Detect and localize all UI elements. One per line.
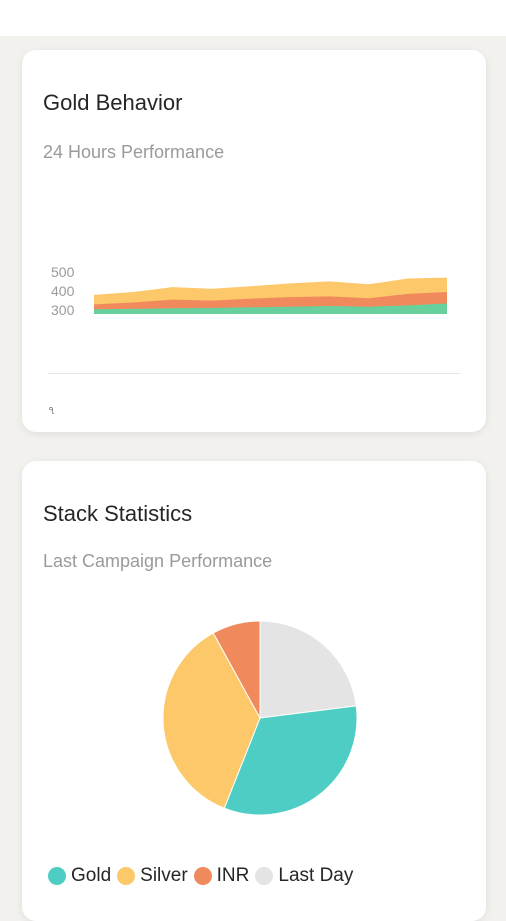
card-title: Gold Behavior [43,90,183,115]
y-tick-label: 300 [51,302,75,318]
legend-label: Silver [140,865,188,886]
legend-swatch [255,867,274,885]
card-footnote: ৭ [48,405,56,417]
legend-item-last-day[interactable]: Last Day [255,865,353,887]
legend-item-inr[interactable]: INR [193,865,250,887]
pie-chart [162,620,358,816]
top-bar [0,0,506,36]
y-tick-label: 500 [51,264,75,280]
pie-slice-last-day [259,620,357,719]
pie-slice-silver [162,632,261,809]
gold-behavior-card: Gold Behavior 24 Hours Performance 500 40… [22,50,486,432]
area-series-0 [94,303,447,314]
legend-item-silver[interactable]: Silver [117,865,188,887]
legend-swatch [193,867,212,885]
legend-label: INR [216,865,250,886]
card-subtitle: 24 Hours Performance [43,142,225,162]
card-title: Stack Statistics [43,501,193,526]
card-subtitle: Last Campaign Performance [43,551,273,571]
legend-item-gold[interactable]: Gold [48,865,111,887]
legend-label: Gold [71,865,112,886]
legend-swatch [48,867,66,885]
stack-statistics-card: Stack Statistics Last Campaign Performan… [22,461,486,921]
pie-slice-gold [223,705,358,816]
legend-swatch [117,867,136,885]
pie-legend: Gold Silver INR Last Day [48,865,359,887]
divider [48,373,460,374]
area-chart: 500400300JanFebMarAprMayJunJulAugSepOct [51,264,447,318]
y-tick-label: 400 [51,283,75,299]
pie-slice-inr [212,620,261,719]
legend-label: Last Day [278,865,354,886]
